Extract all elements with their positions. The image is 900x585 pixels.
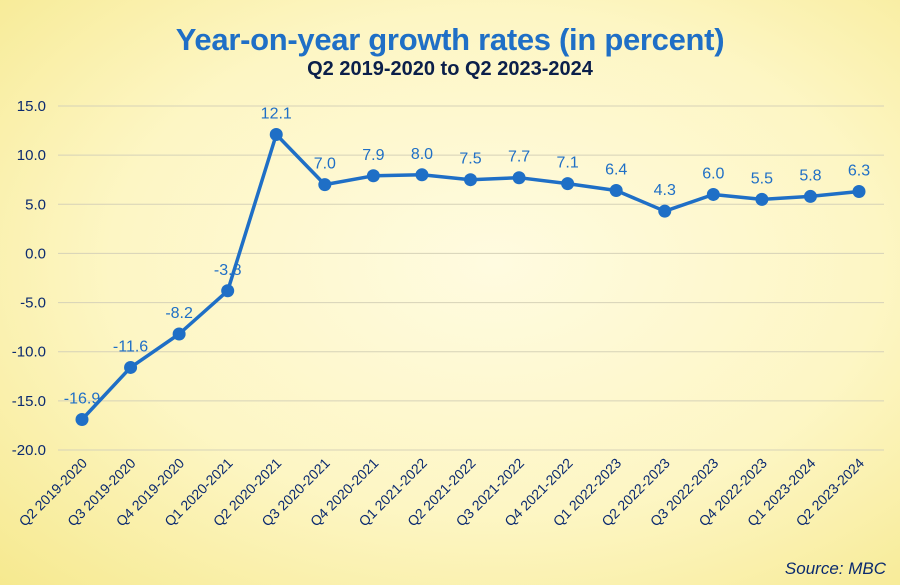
data-label: -16.9 — [64, 391, 101, 408]
data-point — [172, 327, 186, 341]
y-tick-label: -10.0 — [12, 344, 46, 361]
source-note: Source: MBC — [784, 559, 886, 578]
data-label: 8.0 — [411, 146, 433, 163]
data-label: 7.0 — [314, 156, 336, 173]
y-tick-label: -20.0 — [12, 442, 46, 459]
y-tick-label: 5.0 — [25, 196, 46, 213]
y-tick-label: 0.0 — [25, 245, 46, 262]
data-point — [415, 168, 429, 182]
data-point — [561, 177, 575, 191]
y-tick-label: -5.0 — [20, 295, 46, 312]
data-point — [124, 360, 138, 374]
data-point — [75, 413, 89, 427]
data-label: 7.5 — [459, 151, 481, 168]
data-label: 7.9 — [362, 147, 384, 164]
chart-subtitle: Q2 2019-2020 to Q2 2023-2024 — [307, 58, 593, 80]
data-point — [512, 171, 526, 185]
data-point — [366, 169, 380, 183]
data-point — [269, 128, 283, 142]
data-point — [658, 204, 672, 218]
y-tick-label: 15.0 — [17, 98, 46, 115]
data-label: -11.6 — [113, 338, 148, 355]
data-label: 7.1 — [557, 155, 579, 172]
data-label: 5.8 — [799, 167, 821, 184]
gridlines — [58, 105, 884, 451]
data-label: 4.3 — [654, 182, 676, 199]
data-point — [318, 178, 332, 192]
data-point — [221, 284, 235, 298]
data-labels: -16.9 -11.6 -8.2 -3.8 12.1 7.0 7.9 8.0 7.5 7.7 7.1… — [64, 106, 870, 408]
data-label: 12.1 — [261, 106, 292, 123]
y-tick-label: 10.0 — [17, 147, 46, 164]
data-label: -8.2 — [165, 305, 193, 322]
data-point — [755, 192, 769, 206]
data-point — [464, 173, 477, 187]
y-tick-label: -15.0 — [12, 393, 46, 410]
data-label: 6.0 — [702, 165, 724, 182]
y-axis-ticks: 15.0 10.0 5.0 0.0 -5.0 -10.0 -15.0 -20.0 — [12, 98, 46, 459]
data-point — [803, 189, 817, 203]
data-point — [609, 184, 623, 198]
chart-title: Year-on-year growth rates (in percent) — [175, 22, 725, 57]
data-label: 6.4 — [605, 162, 627, 179]
data-label: 6.3 — [848, 163, 870, 180]
data-label: -3.8 — [214, 262, 242, 279]
series-points — [75, 128, 866, 427]
data-point — [706, 187, 720, 201]
data-label: 5.5 — [751, 170, 773, 187]
data-point — [852, 185, 866, 199]
data-label: 7.7 — [508, 149, 530, 166]
